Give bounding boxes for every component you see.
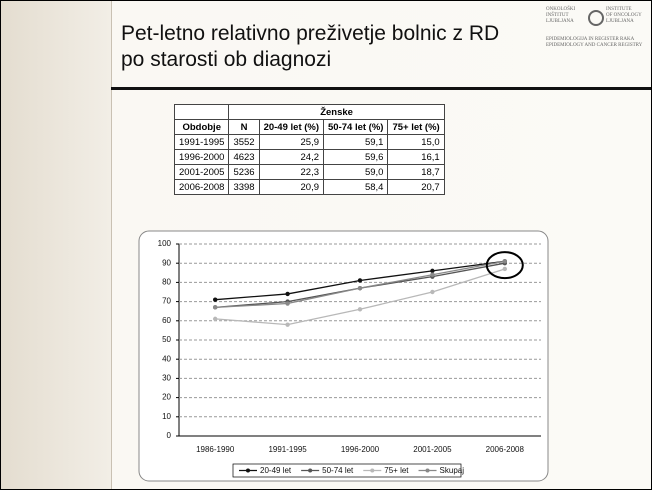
y-tick-label: 80 [162, 278, 171, 287]
y-tick-label: 10 [162, 412, 171, 421]
data-point [430, 272, 435, 277]
table-row: Obdobje N 20-49 let (%) 50-74 let (%) 75+ le… [173, 119, 445, 135]
y-tick-label: 20 [162, 393, 171, 402]
data-table: Ženske Obdobje N 20-49 let (%) 50-74 let (%)… [173, 104, 445, 195]
table-cell: 2006-2008 [173, 179, 230, 195]
logo-left: ONKOLOŠKI INŠTITUT LJUBLJANA [546, 7, 575, 25]
data-point [213, 297, 218, 302]
data-point [430, 289, 435, 295]
logo-text: INSTITUTE [606, 7, 632, 12]
logo-text: LJUBLJANA [546, 19, 574, 24]
legend-marker [246, 468, 250, 473]
y-tick-label: 40 [162, 354, 171, 363]
data-point [357, 285, 363, 291]
table-cell: 59,6 [323, 149, 389, 165]
table-cell: 20,7 [387, 179, 445, 195]
y-tick-label: 70 [162, 297, 171, 306]
y-tick-label: 0 [167, 431, 172, 440]
logo-text: INŠTITUT [546, 13, 569, 18]
data-point [357, 307, 363, 312]
logo-text: EPIDEMIOLOGIJA IN REGISTER RAKA [546, 37, 635, 42]
table-row: 2006-2008 3398 20,9 58,4 20,7 [173, 179, 445, 195]
x-tick-label: 1986-1990 [196, 445, 235, 454]
logo-text: EPIDEMIOLOGY AND CANCER REGISTRY [546, 43, 643, 48]
data-point [285, 301, 290, 306]
logo-text: LJUBLJANA [606, 19, 634, 24]
y-tick-label: 30 [162, 374, 171, 383]
legend-label: Skupaj [440, 466, 465, 475]
logo-bottom: EPIDEMIOLOGIJA IN REGISTER RAKA EPIDEMIO… [546, 37, 642, 49]
legend-marker [308, 468, 313, 473]
x-tick-label: 1996-2000 [341, 445, 380, 454]
chart-frame [138, 230, 549, 482]
table-cell: 20,9 [258, 179, 325, 195]
legend-label: 50-74 let [322, 466, 354, 475]
y-tick-label: 90 [162, 258, 171, 267]
slide-title: Pet-letno relativno preživetje bolnic z … [121, 22, 500, 71]
data-point [285, 322, 290, 327]
data-point [502, 259, 507, 264]
data-point [213, 305, 218, 310]
data-point [357, 278, 363, 283]
legend-marker [370, 468, 375, 473]
data-point [430, 268, 435, 274]
table-row: 1996-2000 4623 24,2 59,6 16,1 [173, 149, 445, 165]
highlight-ring [485, 251, 524, 280]
table-cell: 58,4 [323, 179, 389, 195]
y-tick-label: 50 [162, 335, 171, 344]
y-tick-label: 100 [158, 239, 172, 248]
x-tick-label: 1991-1995 [268, 445, 307, 454]
table-row: Ženske [173, 104, 445, 120]
logo-text: OF ONCOLOGY [606, 13, 642, 18]
table-row: 2001-2005 5236 22,3 59,0 18,7 [173, 164, 445, 180]
x-tick-label: 2001-2005 [413, 445, 452, 454]
title-rule [111, 87, 651, 90]
legend-marker [425, 468, 430, 473]
legend-label: 20-49 let [260, 466, 292, 475]
data-point [502, 266, 507, 272]
logo-right: INSTITUTE OF ONCOLOGY LJUBLJANA [606, 7, 642, 25]
legend-label: 75+ let [384, 466, 409, 475]
legend-box [232, 463, 462, 478]
y-tick-label: 60 [162, 316, 171, 325]
x-tick-label: 2006-2008 [486, 445, 525, 454]
logo-text: ONKOLOŠKI [546, 7, 576, 12]
logo-ring [588, 10, 604, 26]
data-point [285, 291, 290, 297]
data-point [213, 316, 218, 322]
divider [111, 1, 112, 489]
